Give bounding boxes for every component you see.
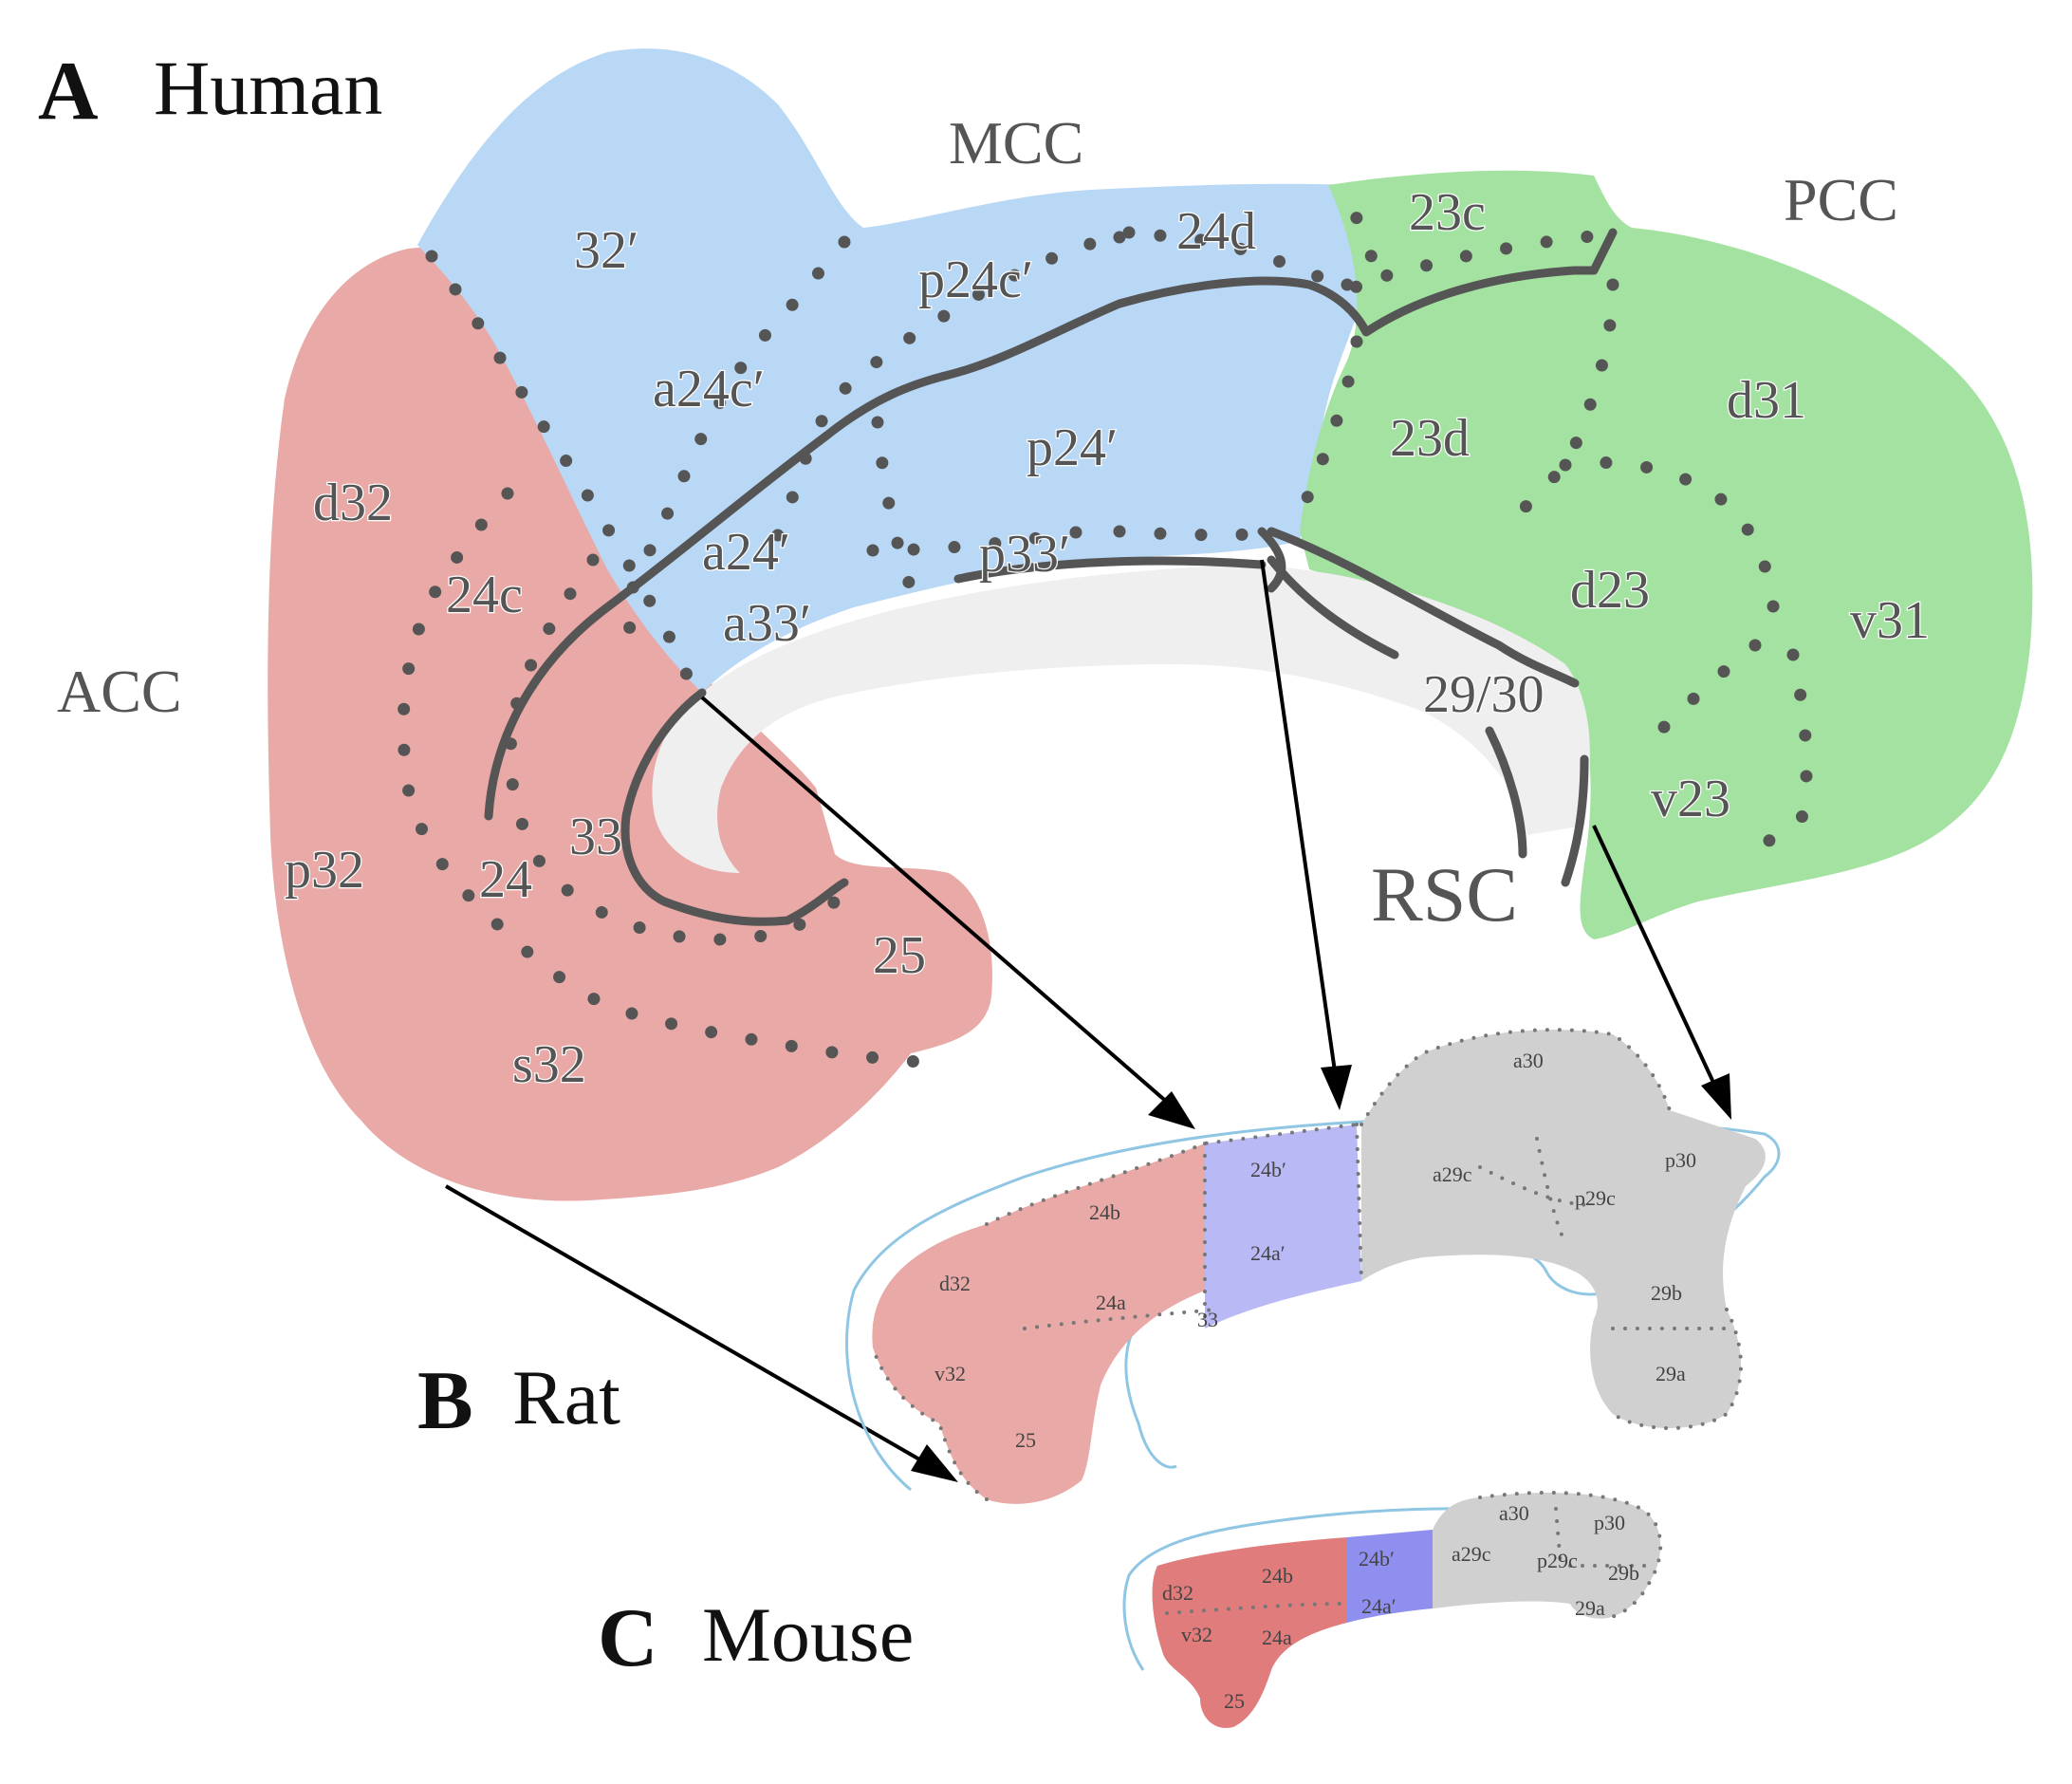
mouse-area-24b: 24b: [1262, 1564, 1293, 1588]
rat-area-24b: 24b: [1089, 1200, 1120, 1224]
mouse-area-24b-prime: 24b′: [1359, 1547, 1395, 1570]
rat-mcc-region: [1205, 1124, 1361, 1329]
mouse-area-p29c: p29c: [1537, 1549, 1578, 1572]
human-area-d32: d32: [313, 474, 393, 532]
boundary-d23-v31: [1635, 639, 1813, 851]
mouse-area-v32: v32: [1181, 1623, 1212, 1646]
human-area-p24cp: p24c′: [918, 251, 1033, 309]
human-area-v23: v23: [1651, 770, 1730, 828]
mcc-region: [417, 48, 1366, 693]
rat-area-24a-prime: 24a′: [1250, 1241, 1286, 1265]
human-area-v31: v31: [1850, 591, 1930, 650]
human-area-a33p: a33′: [723, 594, 811, 653]
boundary-24-25: [504, 553, 842, 946]
acc-region: [268, 245, 992, 1201]
region-label-pcc: PCC: [1784, 166, 1898, 233]
boundary-24c-24: [752, 226, 1136, 576]
boundary-23c: [1341, 226, 1619, 291]
mouse-area-24a-prime: 24a′: [1361, 1594, 1397, 1618]
mouse-mcc-region: [1347, 1530, 1433, 1623]
panel-a-name: Human: [154, 45, 382, 131]
region-label-mcc: MCC: [949, 109, 1083, 177]
arrow-pcc-to-rat: [1592, 825, 1724, 1102]
human-area-23c: 23c: [1409, 183, 1486, 242]
panel-b-name: Rat: [512, 1354, 620, 1440]
human-area-s32: s32: [512, 1035, 586, 1094]
mouse-area-29b: 29b: [1608, 1561, 1639, 1585]
human-area-p32: p32: [285, 841, 364, 900]
rat-area-a30: a30: [1513, 1049, 1544, 1072]
human-area-24c: 24c: [446, 566, 523, 624]
rat-dotted-borders: [871, 1028, 1743, 1501]
human-area-d31: d31: [1727, 371, 1806, 430]
human-area-33: 33: [569, 808, 622, 866]
human-area-d23: d23: [1570, 561, 1650, 620]
rat-acc-region: [872, 1143, 1205, 1504]
region-label-acc: ACC: [57, 658, 182, 725]
arrow-rsc-to-rat: [1260, 559, 1340, 1092]
rat-area-d32: d32: [939, 1272, 971, 1295]
panel-c-letter: C: [598, 1592, 658, 1684]
corpus-callosum: [652, 565, 1590, 873]
panel-a-letter: A: [38, 46, 99, 138]
boundary-24d: [1113, 183, 1380, 294]
mouse-area-a29c: a29c: [1452, 1542, 1491, 1566]
rat-rsc-region: [1361, 1030, 1766, 1428]
panel-b-letter: B: [417, 1355, 473, 1447]
rsc-boundary: [1267, 527, 1589, 887]
mouse-rsc-region: [1433, 1493, 1661, 1619]
mouse-area-24a: 24a: [1262, 1626, 1292, 1649]
rat-panel: B Rat a30 p30 a29c p29c 24b′ 24b 24a′ d3…: [417, 1028, 1781, 1504]
mouse-area-p30: p30: [1594, 1511, 1625, 1534]
human-area-p24p: p24′: [1027, 418, 1118, 477]
callosal-sulcus: [620, 527, 1286, 926]
mouse-area-25: 25: [1224, 1689, 1245, 1713]
boundary-acc-mcc: [425, 250, 709, 704]
boundary-23d-d31: [1492, 278, 1781, 633]
arrow-mcc-to-rat: [700, 696, 1178, 1112]
rat-area-29b: 29b: [1651, 1281, 1682, 1305]
region-label-rsc: RSC: [1371, 851, 1518, 938]
human-area-a24p: a24′: [702, 523, 790, 582]
rat-area-33: 33: [1197, 1308, 1218, 1331]
rat-area-24a: 24a: [1096, 1291, 1126, 1314]
human-area-29-30: 29/30: [1423, 665, 1545, 724]
rat-area-25: 25: [1015, 1428, 1036, 1452]
rat-area-29a: 29a: [1656, 1362, 1686, 1385]
cingulate-sulcus: [484, 228, 1618, 821]
human-area-32p: 32′: [574, 221, 638, 280]
mouse-acc-region: [1152, 1537, 1347, 1728]
rat-area-24b-prime: 24b′: [1250, 1158, 1286, 1181]
human-area-23d: 23d: [1390, 409, 1470, 468]
mouse-area-a30: a30: [1499, 1501, 1529, 1525]
boundary-mcc-pcc: [1293, 335, 1363, 538]
rat-area-p30: p30: [1665, 1148, 1696, 1172]
mouse-panel: C Mouse a30 p30 a29c p29c 29b 29a 24b 24…: [598, 1491, 1663, 1728]
pcc-region: [1300, 170, 2033, 939]
arrow-acc-to-rat: [445, 1184, 940, 1473]
rat-area-p29c: p29c: [1575, 1186, 1616, 1210]
human-area-24: 24: [479, 850, 532, 909]
human-area-p33p: p33′: [979, 525, 1070, 584]
rat-area-a29c: a29c: [1433, 1162, 1472, 1186]
boundary-32p-24c: [622, 235, 851, 652]
human-panel: A Human MCC PCC ACC RSC 32′ p24c′ 24d 23…: [38, 45, 2033, 1482]
rat-area-v32: v32: [934, 1362, 966, 1385]
boundary-24-33: [866, 416, 1287, 595]
human-area-25: 25: [873, 926, 926, 985]
mouse-area-29a: 29a: [1575, 1596, 1605, 1620]
mouse-area-d32: d32: [1162, 1581, 1193, 1605]
human-area-a24cp: a24c′: [653, 360, 765, 418]
panel-c-name: Mouse: [702, 1591, 914, 1678]
human-area-24d: 24d: [1176, 202, 1256, 261]
